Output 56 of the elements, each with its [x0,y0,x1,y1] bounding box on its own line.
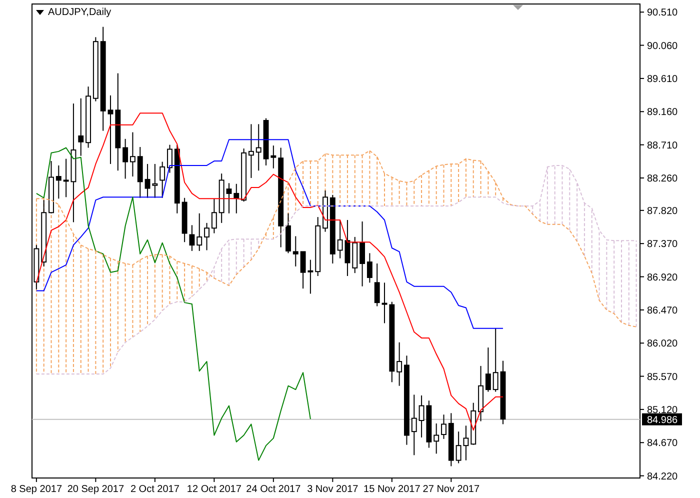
candlestick [382,282,388,324]
y-tick-label: 89.160 [647,107,678,118]
candlestick [248,124,254,178]
y-tick-label: 86.020 [647,338,678,350]
candlestick [189,224,195,252]
candlestick [130,132,136,177]
y-tick-label: 85.120 [647,404,678,416]
y-tick-label: 90.060 [647,40,678,52]
candlestick [492,328,498,392]
y-tick-label: 88.260 [647,173,678,184]
candlestick [337,219,343,259]
x-tick-label: 8 Sep 2017 [10,484,62,495]
candlestick [56,164,62,200]
candlestick [374,262,380,307]
candlestick [78,98,84,156]
y-tick-label: 87.370 [647,239,678,250]
candlestick [270,145,276,169]
candlestick [234,183,240,214]
candlestick [204,222,210,251]
ref-line-label: 84.986 [647,414,678,426]
x-tick-label: 2 Oct 2017 [130,484,180,495]
line-series [36,139,504,329]
y-tick-label: 90.510 [647,8,678,19]
x-tick-label: 27 Nov 2017 [422,484,480,495]
y-tick-label: 87.820 [647,206,678,217]
y-tick-label: 89.610 [647,74,678,85]
y-tick-label: 84.670 [647,438,678,450]
y-tick-label: 86.920 [647,272,678,284]
candlestick [211,198,217,234]
y-tick-label: 88.710 [647,140,678,152]
candlestick [226,182,232,214]
x-tick-label: 12 Oct 2017 [186,484,242,495]
candlestick [122,138,128,180]
chart-title: AUDJPY,Daily [48,7,112,18]
candlestick [144,163,150,198]
candlestick [485,347,491,392]
candlestick [160,161,166,198]
candlestick [292,236,298,267]
x-tick-label: 24 Oct 2017 [246,484,302,495]
candlestick [366,252,372,284]
candlestick [441,414,446,440]
y-tick-label: 84.220 [647,471,678,482]
candlestick [167,144,172,174]
candlestick [396,342,402,386]
x-tick-label: 20 Sep 2017 [67,484,124,495]
candlestick [434,422,440,454]
x-tick-label: 3 Nov 2017 [307,484,359,495]
candlestick [108,94,114,164]
candlestick [152,163,158,198]
candlestick [360,220,366,287]
candlestick [196,212,202,252]
x-tick-label: 15 Nov 2017 [364,484,421,495]
y-tick-label: 86.470 [647,305,678,316]
y-tick-label: 85.570 [647,372,678,383]
candlestick [411,394,417,456]
candlestick [256,124,262,172]
